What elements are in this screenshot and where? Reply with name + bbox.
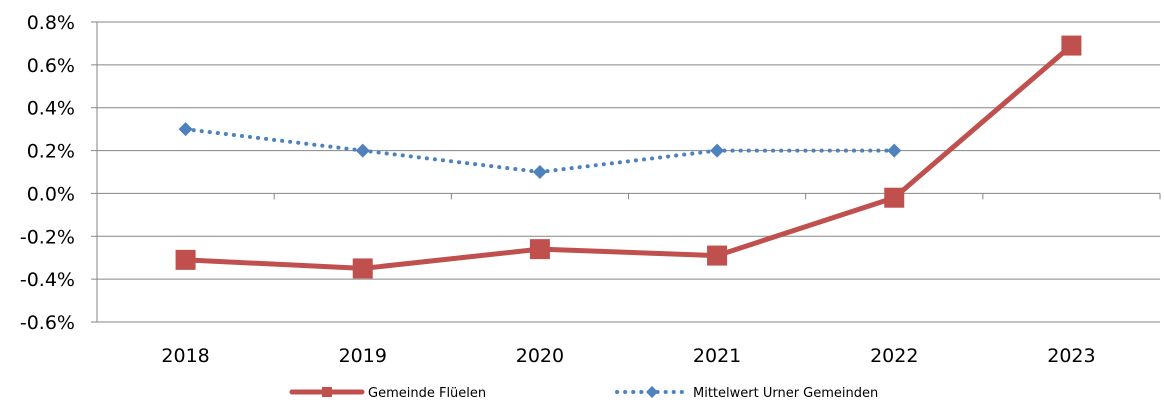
y-tick-label: 0.2% [27, 141, 75, 163]
data-point [529, 239, 550, 260]
x-tick-label: 2023 [1047, 345, 1095, 367]
legend-item: Gemeinde Flüelen [289, 386, 486, 401]
legend-label: Mittelwert Urner Gemeinden [693, 386, 878, 401]
data-point [1061, 35, 1082, 56]
data-point [178, 122, 193, 137]
y-tick-label: 0.8% [27, 12, 75, 34]
data-point [887, 143, 902, 158]
legend-marker [646, 386, 658, 398]
legend-label: Gemeinde Flüelen [368, 386, 486, 401]
data-point [175, 249, 196, 270]
data-point [355, 143, 370, 158]
series-layer [175, 35, 1082, 279]
y-tick-label: 0.0% [27, 183, 75, 205]
legend-item: Mittelwert Urner Gemeinden [615, 386, 878, 401]
x-tick-label: 2022 [870, 345, 918, 367]
series-line [183, 43, 1074, 271]
series-1 [175, 35, 1082, 279]
series-2 [178, 122, 902, 179]
x-tick-label: 2021 [693, 345, 741, 367]
y-tick-label: 0.4% [27, 98, 75, 120]
gridlines [97, 21, 1160, 323]
x-axis: 2018 2019 2020 2021 2022 2023 [96, 193, 1161, 367]
data-point [710, 143, 725, 158]
legend-marker [322, 387, 332, 397]
x-tick-label: 2018 [161, 345, 209, 367]
y-tick-label: 0.6% [27, 55, 75, 77]
x-tick-label: 2019 [339, 345, 387, 367]
y-axis: -0.6% -0.4% -0.2% 0.0% 0.2% 0.4% 0.6% 0.8% [20, 12, 98, 334]
data-point [352, 258, 373, 279]
legend: Gemeinde Flüelen Mittelwert Urner Gemeind… [289, 386, 878, 401]
y-tick-label: -0.4% [20, 269, 75, 291]
y-tick-label: -0.6% [20, 312, 75, 334]
data-point [707, 245, 728, 266]
data-point [884, 187, 905, 208]
x-tick-label: 2020 [516, 345, 564, 367]
data-point [532, 165, 547, 179]
y-tick-label: -0.2% [20, 226, 75, 248]
